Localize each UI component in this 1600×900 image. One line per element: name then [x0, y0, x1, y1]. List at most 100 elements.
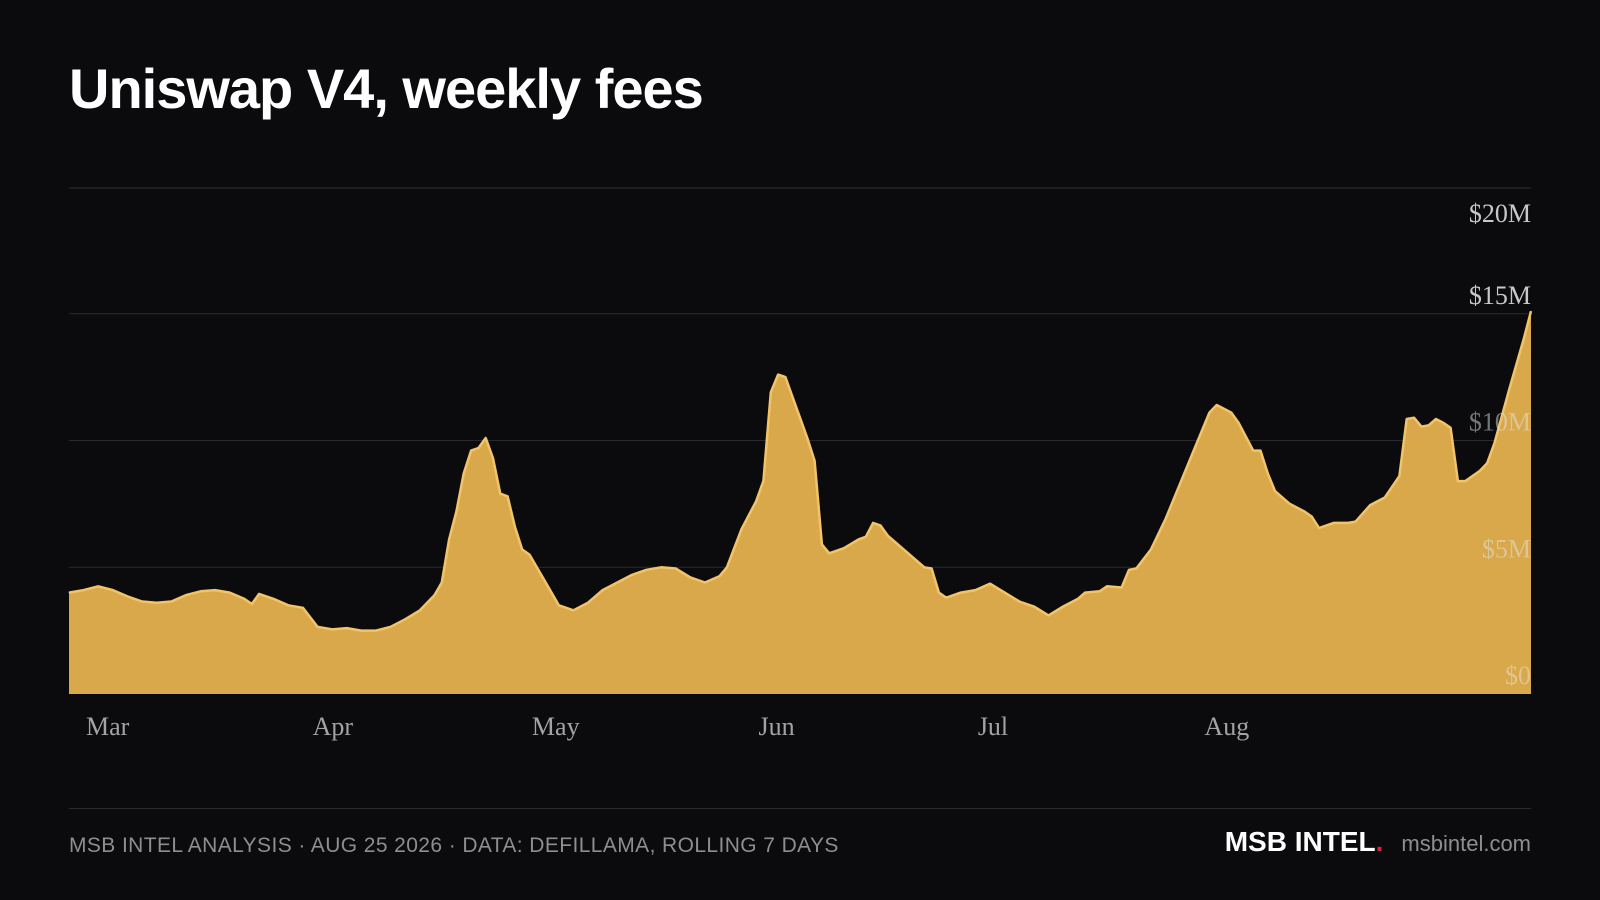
data-point: [200, 590, 202, 592]
series-area: [69, 311, 1531, 694]
data-point: [521, 549, 523, 550]
footer-caption: MSB INTEL ANALYSIS · AUG 25 2026 · DATA:…: [69, 834, 839, 857]
data-point: [1457, 480, 1459, 482]
brand-name: MSB INTEL: [1224, 826, 1376, 857]
data-point: [989, 583, 991, 585]
x-tick-label: Mar: [86, 712, 130, 741]
data-point: [1479, 470, 1481, 472]
data-point: [843, 547, 845, 549]
data-point: [127, 595, 128, 597]
data-point: [777, 374, 779, 376]
data-point: [68, 592, 70, 594]
data-point: [404, 618, 406, 620]
data-point: [865, 536, 867, 538]
data-point: [1523, 338, 1525, 340]
data-point: [1048, 614, 1049, 616]
data-point: [1230, 412, 1232, 414]
data-point: [141, 601, 143, 602]
data-point: [83, 589, 85, 591]
data-point: [923, 566, 925, 568]
y-tick-label: $20M: [1469, 199, 1531, 228]
data-point: [258, 593, 260, 595]
data-point: [1252, 450, 1254, 452]
data-point: [1494, 442, 1495, 444]
data-point: [741, 528, 742, 530]
data-point: [1238, 422, 1240, 424]
data-point: [806, 437, 808, 439]
data-point: [1486, 462, 1488, 464]
data-point: [170, 601, 172, 602]
data-point: [909, 554, 911, 556]
data-point: [214, 589, 216, 591]
data-point: [507, 495, 509, 497]
series-line: [68, 310, 1533, 632]
data-point: [346, 627, 348, 629]
data-point: [1435, 418, 1437, 420]
data-point: [894, 541, 896, 543]
data-point: [375, 630, 377, 632]
data-point: [704, 582, 706, 583]
data-point: [455, 511, 457, 512]
data-point: [1260, 450, 1261, 452]
data-point: [317, 626, 318, 628]
data-point: [1369, 504, 1371, 506]
data-point: [1406, 418, 1408, 420]
y-tick-label: $15M: [1469, 281, 1531, 310]
data-point: [470, 450, 472, 452]
data-point: [631, 574, 633, 576]
data-point: [1355, 521, 1357, 523]
data-point: [287, 604, 289, 606]
data-point: [390, 626, 392, 628]
data-point: [938, 592, 940, 594]
data-point: [243, 598, 245, 600]
data-point: [675, 568, 677, 569]
data-point: [112, 589, 114, 591]
data-point: [514, 526, 516, 528]
data-point: [1099, 590, 1101, 592]
data-point: [616, 582, 618, 583]
data-point: [1018, 601, 1020, 602]
x-tick-label: Apr: [313, 712, 354, 741]
data-point: [1106, 585, 1108, 587]
data-point: [543, 579, 545, 581]
data-point: [646, 569, 647, 571]
data-point: [1267, 473, 1269, 474]
data-point: [1033, 606, 1035, 607]
y-tick-label: $5M: [1482, 534, 1531, 563]
data-point: [799, 417, 801, 419]
data-point: [529, 554, 530, 556]
data-point: [814, 460, 816, 462]
chart-title: Uniswap V4, weekly fees: [69, 57, 704, 120]
data-point: [419, 609, 421, 611]
data-point: [251, 603, 253, 605]
data-point: [1442, 422, 1444, 424]
data-point: [441, 582, 443, 583]
data-point: [1420, 426, 1422, 428]
data-point: [1135, 568, 1137, 569]
data-point: [1318, 527, 1320, 529]
data-point: [1150, 549, 1152, 550]
data-point: [1289, 503, 1291, 505]
data-point: [784, 376, 786, 378]
brand-dot: .: [1375, 826, 1384, 857]
data-point: [273, 598, 275, 600]
data-point: [1128, 569, 1130, 571]
data-point: [587, 602, 589, 604]
data-point: [1347, 522, 1349, 524]
y-tick-label: $0: [1505, 661, 1531, 690]
data-point: [879, 524, 881, 526]
data-point: [1508, 389, 1510, 391]
data-point: [755, 500, 757, 502]
site-link[interactable]: msbintel.com: [1401, 831, 1531, 856]
data-point: [1208, 412, 1210, 414]
data-point: [360, 630, 362, 632]
y-tick-label: $10M: [1469, 408, 1531, 437]
x-tick-label: Aug: [1204, 712, 1249, 741]
data-point: [1165, 518, 1166, 520]
data-point: [1062, 606, 1064, 607]
data-point: [821, 543, 823, 545]
data-point: [689, 576, 691, 578]
x-tick-label: Jul: [978, 712, 1008, 741]
